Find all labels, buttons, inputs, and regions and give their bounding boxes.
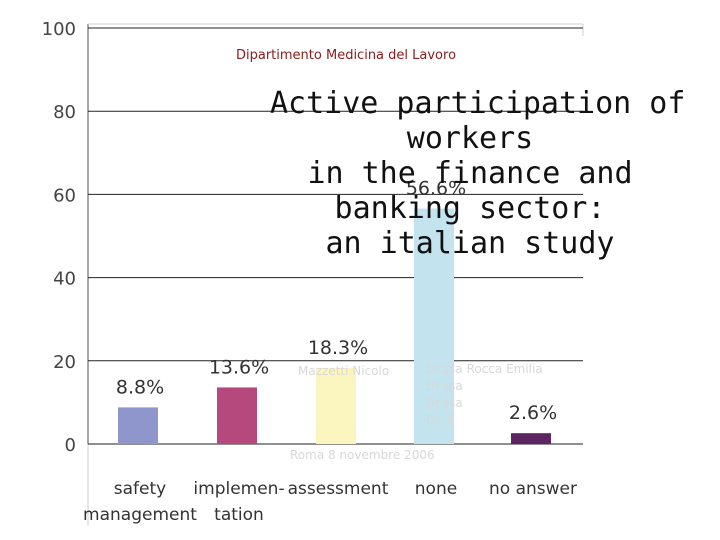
- author-name-left: Mazzetti Nicolo: [298, 364, 390, 378]
- x-tick-label: assessment: [288, 479, 389, 499]
- slide-title: Active participation of workers in the f…: [270, 86, 686, 261]
- department-label: Dipartimento Medicina del Lavoro: [236, 48, 457, 63]
- bar: [118, 407, 158, 444]
- author-name-right: Dr.ssa: [426, 396, 463, 410]
- y-tick-label: 80: [53, 102, 76, 123]
- x-tick-label: management: [83, 505, 197, 525]
- x-tick-label: implemen-: [193, 479, 284, 499]
- y-tick-label: 60: [53, 185, 76, 206]
- x-tick-label: tation: [214, 505, 264, 525]
- author-name-right: Dr. P: [426, 413, 454, 427]
- footer-date: Roma 8 novembre 2006: [290, 448, 435, 462]
- y-tick-label: 20: [53, 352, 76, 373]
- title-line: an italian study: [325, 226, 615, 261]
- title-line: banking sector:: [334, 191, 606, 226]
- title-line: workers: [406, 121, 534, 156]
- bar: [316, 367, 356, 444]
- bar: [511, 433, 551, 444]
- bar: [414, 208, 454, 444]
- title-line: in the finance and: [307, 156, 633, 191]
- bar-data-label: 18.3%: [308, 337, 368, 359]
- title-line: Active participation of: [270, 86, 686, 121]
- bar-data-label: 13.6%: [209, 356, 269, 378]
- bar-data-label: 2.6%: [509, 402, 557, 424]
- y-tick-label: 40: [53, 269, 76, 290]
- x-tick-label: no answer: [489, 479, 577, 499]
- bar: [217, 387, 257, 444]
- y-tick-label: 100: [42, 19, 76, 40]
- author-name-right: Dr.ssa Rocca Emilia: [426, 362, 543, 376]
- x-tick-label: safety: [114, 479, 166, 499]
- bar-data-label: 56.6%: [406, 178, 466, 200]
- x-tick-label: none: [415, 479, 457, 499]
- author-name-right: Dr.ssa: [426, 379, 463, 393]
- bar-data-label: 8.8%: [116, 376, 164, 398]
- y-tick-label: 0: [65, 435, 76, 456]
